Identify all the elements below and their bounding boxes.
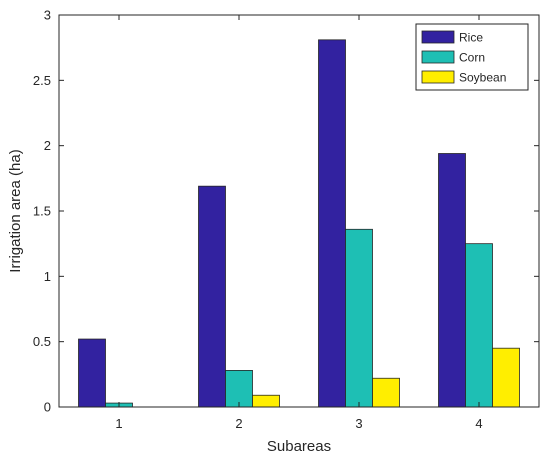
y-axis-label: Irrigation area (ha) [7,149,24,272]
y-tick-label: 0 [44,400,51,415]
ticks-group: 0 0.5 1 1.5 2 2.5 3 1 2 3 4 [33,8,539,431]
bar-rice-3 [318,39,346,408]
legend: Rice Corn Soybean [415,23,529,91]
x-tick-label: 4 [475,416,482,431]
bar-soybean-3 [372,377,400,408]
bars-group [78,39,520,408]
bar-corn-4 [465,243,493,408]
bar-rice-2 [198,185,226,408]
x-tick-label: 3 [355,416,362,431]
x-tick-label: 1 [115,416,122,431]
y-tick-label: 1.5 [33,204,51,219]
x-axis-label: Subareas [267,438,331,455]
bar-soybean-2 [252,394,280,408]
y-tick-label: 1 [44,269,51,284]
y-tick-label: 0.5 [33,334,51,349]
legend-label-rice: Rice [459,31,483,45]
bar-corn-3 [345,228,373,408]
legend-label-corn: Corn [459,51,485,65]
bar-soybean-4 [492,347,520,408]
legend-swatch-corn [421,50,455,64]
legend-swatch-rice [421,30,455,44]
y-tick-label: 2.5 [33,73,51,88]
x-tick-label: 2 [235,416,242,431]
bar-rice-1 [78,338,106,408]
y-tick-label: 3 [44,8,51,23]
y-tick-label: 2 [44,138,51,153]
bar-rice-4 [438,153,466,408]
bar-corn-2 [225,370,253,408]
plot-frame [58,14,540,408]
legend-label-soybean: Soybean [459,71,506,85]
legend-swatch-soybean [421,70,455,84]
